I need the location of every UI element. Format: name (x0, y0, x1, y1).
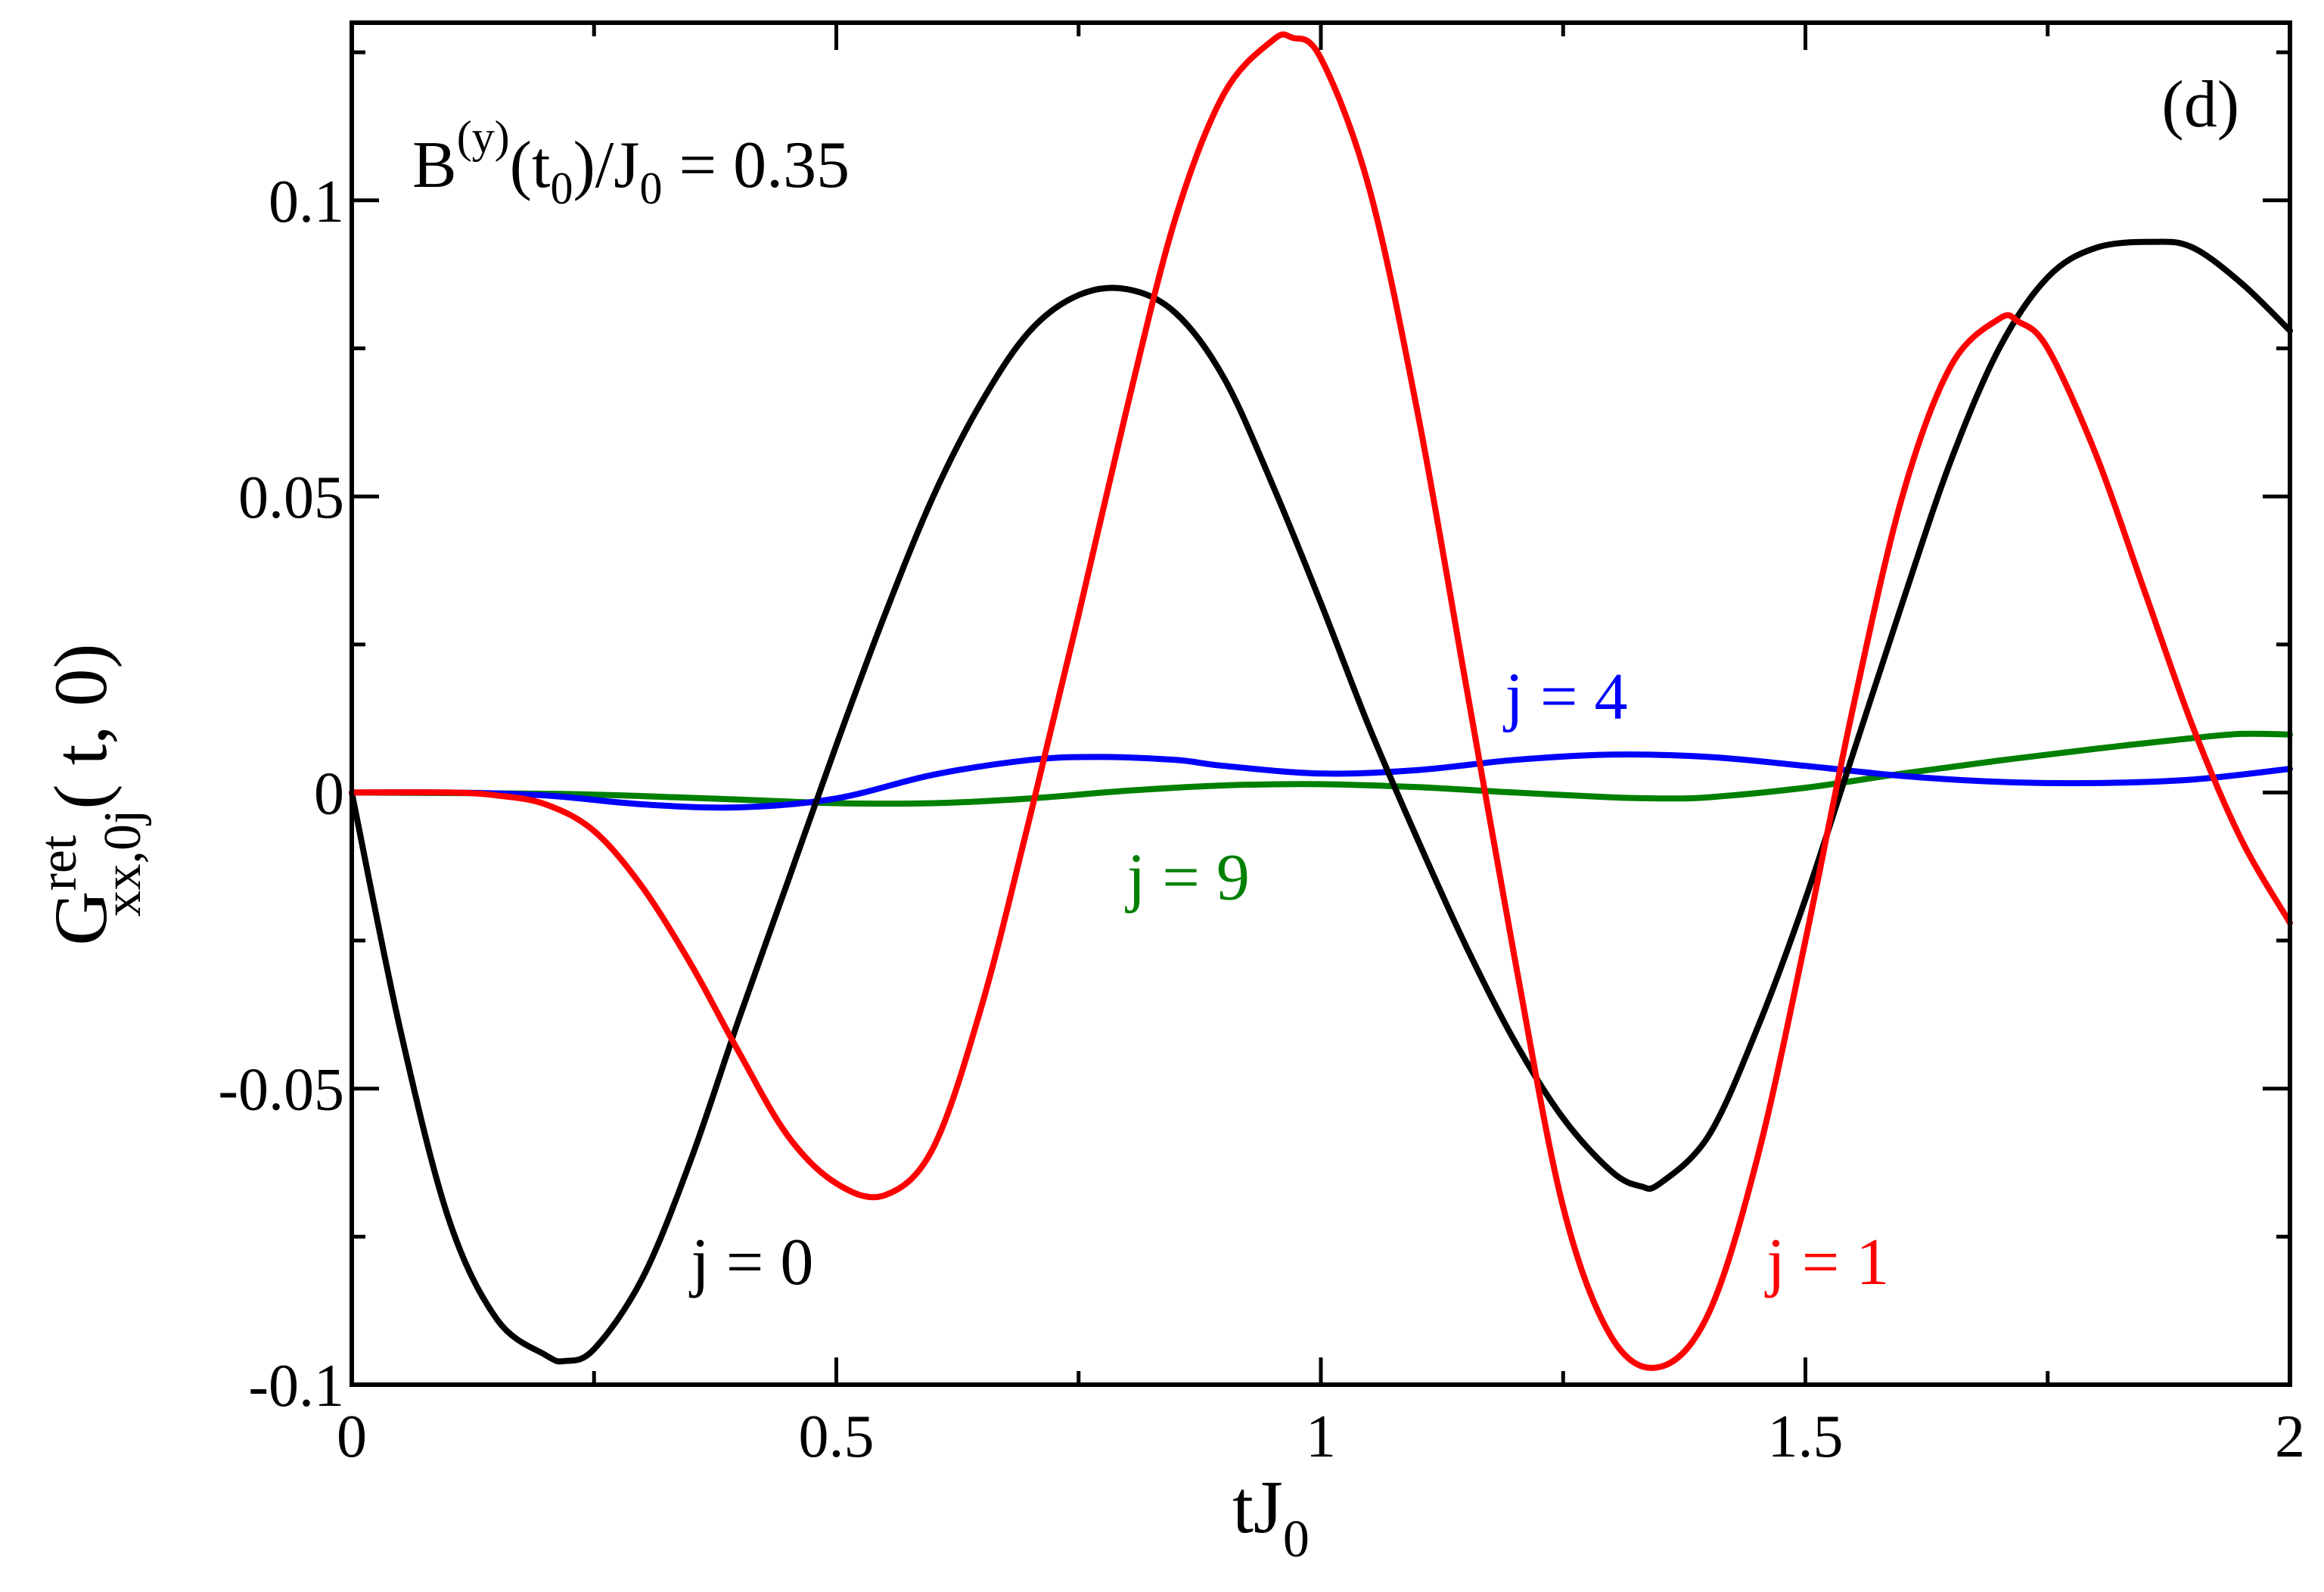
series-label-j-9: j = 9 (1125, 841, 1250, 914)
y-axis-label: Gret xx,0j( t, 0) (30, 643, 152, 945)
x-tick-label: 1 (1306, 1404, 1336, 1470)
parameter-annotation: B(y)(t0)/J0 = 0.35 (412, 112, 850, 213)
y-tick-label: -0.05 (218, 1057, 344, 1124)
x-axis-label: tJ0 (1232, 1465, 1310, 1569)
series-line-j-9 (349, 730, 2293, 807)
x-tick-label: 2 (2275, 1404, 2305, 1470)
x-tick-label: 0.5 (799, 1404, 875, 1470)
panel-label: (d) (2161, 68, 2239, 141)
series-labels: j = 0 j = 1 j = 4 j = 9 (688, 661, 1889, 1299)
y-tick-label: -0.1 (248, 1353, 344, 1419)
y-tick-label: 0 (314, 760, 344, 827)
y-tick-label: 0.05 (238, 465, 344, 531)
series-label-j-0: j = 0 (688, 1226, 813, 1299)
minor-ticks (352, 23, 2290, 1385)
plot-frame (350, 20, 2292, 1387)
series-label-j-4: j = 4 (1502, 661, 1627, 734)
series-line-j-4 (349, 751, 2293, 811)
y-tick-label: 0.1 (269, 169, 344, 235)
major-ticks (350, 23, 2292, 1387)
series-line-j-1 (349, 31, 2293, 1371)
series-line-j-0 (349, 238, 2293, 1365)
plot-lines (349, 31, 2293, 1371)
tick-labels: 0 0.5 1 1.5 2 -0.1 -0.05 0 0.05 0.1 (218, 169, 2305, 1470)
x-tick-label: 0 (337, 1404, 367, 1470)
x-tick-label: 1.5 (1768, 1404, 1844, 1470)
series-label-j-1: j = 1 (1764, 1226, 1889, 1299)
